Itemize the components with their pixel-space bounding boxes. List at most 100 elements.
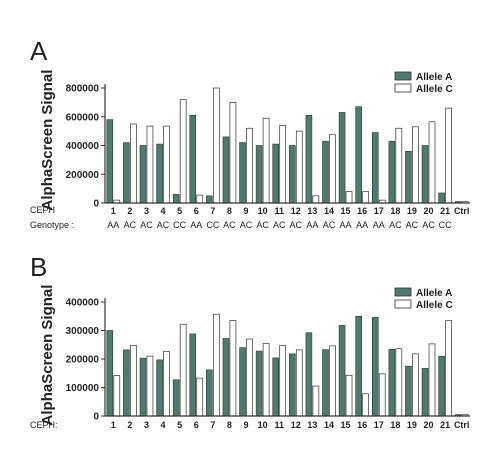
panel-b-bar-allele-c xyxy=(295,349,303,417)
panel-b-bar-allele-a xyxy=(255,350,263,417)
panel-a-axes xyxy=(104,84,470,204)
panel-a-category-label: 1 xyxy=(111,206,116,216)
panel-b-bar-allele-a xyxy=(189,333,197,417)
panel-b-y-tick-label: 100000 xyxy=(66,383,100,394)
panel-a-bar-allele-c xyxy=(362,191,369,204)
panel-a-genotype-label: AC xyxy=(406,220,419,230)
panel-b-bar-allele-c xyxy=(312,385,320,417)
panel-a-y-tick-label: 0 xyxy=(93,199,99,210)
panel-a-category-label: 14 xyxy=(324,206,334,216)
panel-b-category-labels: 1 2 3 4 5 6 7 8 9 10 11 12 13 14 15 16 17 18 19 20 21 Ctrl xyxy=(111,420,470,430)
panel-a-bar-allele-c xyxy=(163,125,170,204)
panel-b-category-label: 7 xyxy=(210,420,215,430)
panel-a-genotype-label: AA xyxy=(356,220,368,230)
panel-a-category-label: 19 xyxy=(407,206,417,216)
panel-a-bar-allele-c xyxy=(229,102,237,204)
panel-a-category-label: 5 xyxy=(177,206,182,216)
panel-b-legend-swatch-a xyxy=(394,287,412,297)
panel-b-bar-allele-c xyxy=(113,375,121,417)
panel-b-category-label: 18 xyxy=(390,420,400,430)
panel-b-y-tick-label: 300000 xyxy=(66,326,100,337)
panel-b-bar-allele-a xyxy=(322,349,329,417)
panel-a-bar-allele-a xyxy=(371,132,379,204)
panel-a-genotype-label: AA xyxy=(107,220,119,230)
panel-a-bar-allele-c xyxy=(295,130,303,204)
panel-a-category-label: 3 xyxy=(144,206,149,216)
panel-a-genotype-label: AC xyxy=(323,220,336,230)
panel-a-legend-swatch-c xyxy=(394,83,412,93)
panel-a-bar-allele-c xyxy=(428,121,436,204)
panel-b-bar-allele-c xyxy=(345,374,353,417)
panel-b-bar-allele-c xyxy=(229,320,237,417)
panel-b-bar-allele-a xyxy=(405,365,412,417)
panel-a-genotype-label: AC xyxy=(389,220,402,230)
panel-a-letter: A xyxy=(30,36,48,66)
panel-b-bar-allele-c xyxy=(163,350,170,417)
panel-a-bar-allele-c xyxy=(279,125,287,204)
panel-a-bar-allele-a xyxy=(355,106,362,204)
panel-b-legend-label-c: Allele C xyxy=(416,300,453,311)
panel-a-genotype-label: AC xyxy=(140,220,153,230)
panel-b-bar-allele-a xyxy=(123,349,130,417)
panel-a-category-label: 21 xyxy=(440,206,450,216)
panel-a-legend-label-a: Allele A xyxy=(416,72,452,83)
panel-b-y-axis-label: AlphaScreen Signal xyxy=(39,285,56,426)
panel-b-category-label: 17 xyxy=(374,420,384,430)
panel-a-y-tick-label: 600000 xyxy=(66,112,100,123)
panel-a-genotype-label: AC xyxy=(240,220,253,230)
panel-a-category-labels: 1 2 3 4 5 6 7 8 9 10 11 12 13 14 15 16 17 18 19 20 21 Ctrl xyxy=(111,206,470,216)
panel-b-category-label: 8 xyxy=(227,420,232,430)
panel-b-bar-allele-c xyxy=(378,373,386,417)
panel-b-category-label: 11 xyxy=(274,420,284,430)
panel-a-y-tick-label: 800000 xyxy=(66,84,100,95)
panel-a-ceph-label: CEPH xyxy=(30,205,55,215)
panel-a-bar-allele-c xyxy=(179,99,187,204)
panel-b-bar-allele-c xyxy=(196,377,204,417)
panel-a-genotype-label: AA xyxy=(306,220,318,230)
panel-a-genotype-label: AA xyxy=(373,220,385,230)
panel-b-category-label: 20 xyxy=(424,420,434,430)
panel-b-bar-allele-a xyxy=(338,325,346,417)
panel-a-category-label: 17 xyxy=(374,206,384,216)
panel-a-bar-allele-a xyxy=(272,143,280,204)
panel-b-bar-allele-c xyxy=(130,344,137,417)
panel-a-category-label: Ctrl xyxy=(454,206,470,216)
panel-a-bar-allele-a xyxy=(438,192,445,204)
panel-a-bar-allele-a xyxy=(338,112,346,204)
panel-a-y-ticks: 0 200000 400000 600000 800000 xyxy=(66,84,105,210)
panel-a-bar-allele-a xyxy=(156,143,163,204)
panel-b-bar-allele-c xyxy=(428,343,436,417)
panel-b-category-label: 13 xyxy=(307,420,317,430)
panel-a-bar-allele-c xyxy=(312,195,320,204)
panel-b-bar-allele-c xyxy=(362,393,369,417)
panel-a-bar-allele-a xyxy=(239,142,246,204)
panel-b-bars xyxy=(106,313,469,417)
panel-a-genotype-row-label: Genotype : xyxy=(30,220,74,230)
panel-b-bar-allele-c xyxy=(262,342,270,417)
panel-b-bar-allele-a xyxy=(305,332,313,417)
panel-a-genotype-label: AC xyxy=(157,220,170,230)
panel-b-bar-allele-a xyxy=(239,347,246,417)
panel-a-genotype-label: AC xyxy=(290,220,303,230)
panel-b-category-label: 2 xyxy=(127,420,132,430)
panel-a-genotype-label: AC xyxy=(223,220,236,230)
panel-a-category-label: 16 xyxy=(357,206,367,216)
panel-a-category-label: 10 xyxy=(258,206,268,216)
panel-a-legend-label-c: Allele C xyxy=(416,84,453,95)
panel-b-bar-allele-a xyxy=(421,368,429,417)
panel-b-bar-allele-c xyxy=(279,344,287,417)
panel-a-y-axis-label: AlphaScreen Signal xyxy=(39,70,56,211)
panel-b-axes xyxy=(104,298,470,417)
panel-b-bar-allele-a xyxy=(172,379,180,417)
panel-b-category-label: 19 xyxy=(407,420,417,430)
chart-panel-a: A AlphaScreen Signal 0 200000 400000 600000… xyxy=(30,36,470,230)
panel-b-bar-allele-c xyxy=(395,348,403,417)
panel-b-bar-allele-c xyxy=(445,320,452,417)
panel-b-category-label: 1 xyxy=(111,420,116,430)
panel-a-bar-allele-a xyxy=(206,195,213,204)
panel-a-category-label: 11 xyxy=(274,206,284,216)
panel-a-bar-allele-a xyxy=(189,115,197,204)
panel-a-bar-allele-a xyxy=(388,140,396,204)
panel-a-bar-allele-c xyxy=(262,117,270,204)
panel-a-bar-allele-c xyxy=(130,123,137,204)
